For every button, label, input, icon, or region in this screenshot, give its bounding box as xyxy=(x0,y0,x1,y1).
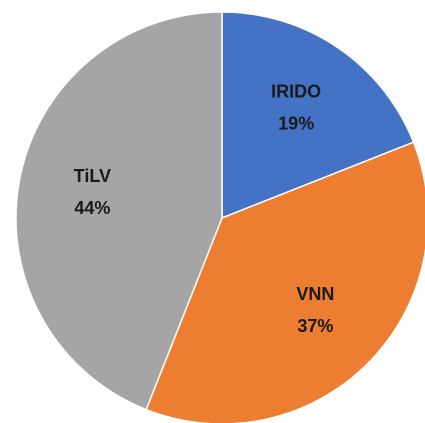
pie-slice xyxy=(145,141,425,423)
pie-slice xyxy=(15,11,223,411)
pie-slice xyxy=(221,11,415,220)
slice-category-label: VNN xyxy=(296,284,334,304)
slice-value-label: 37% xyxy=(297,316,333,336)
slice-category-label: IRIDO xyxy=(271,82,321,102)
slice-category-label: TiLV xyxy=(74,166,111,186)
slice-value-label: 19% xyxy=(278,114,314,134)
slice-value-label: 44% xyxy=(74,198,110,218)
